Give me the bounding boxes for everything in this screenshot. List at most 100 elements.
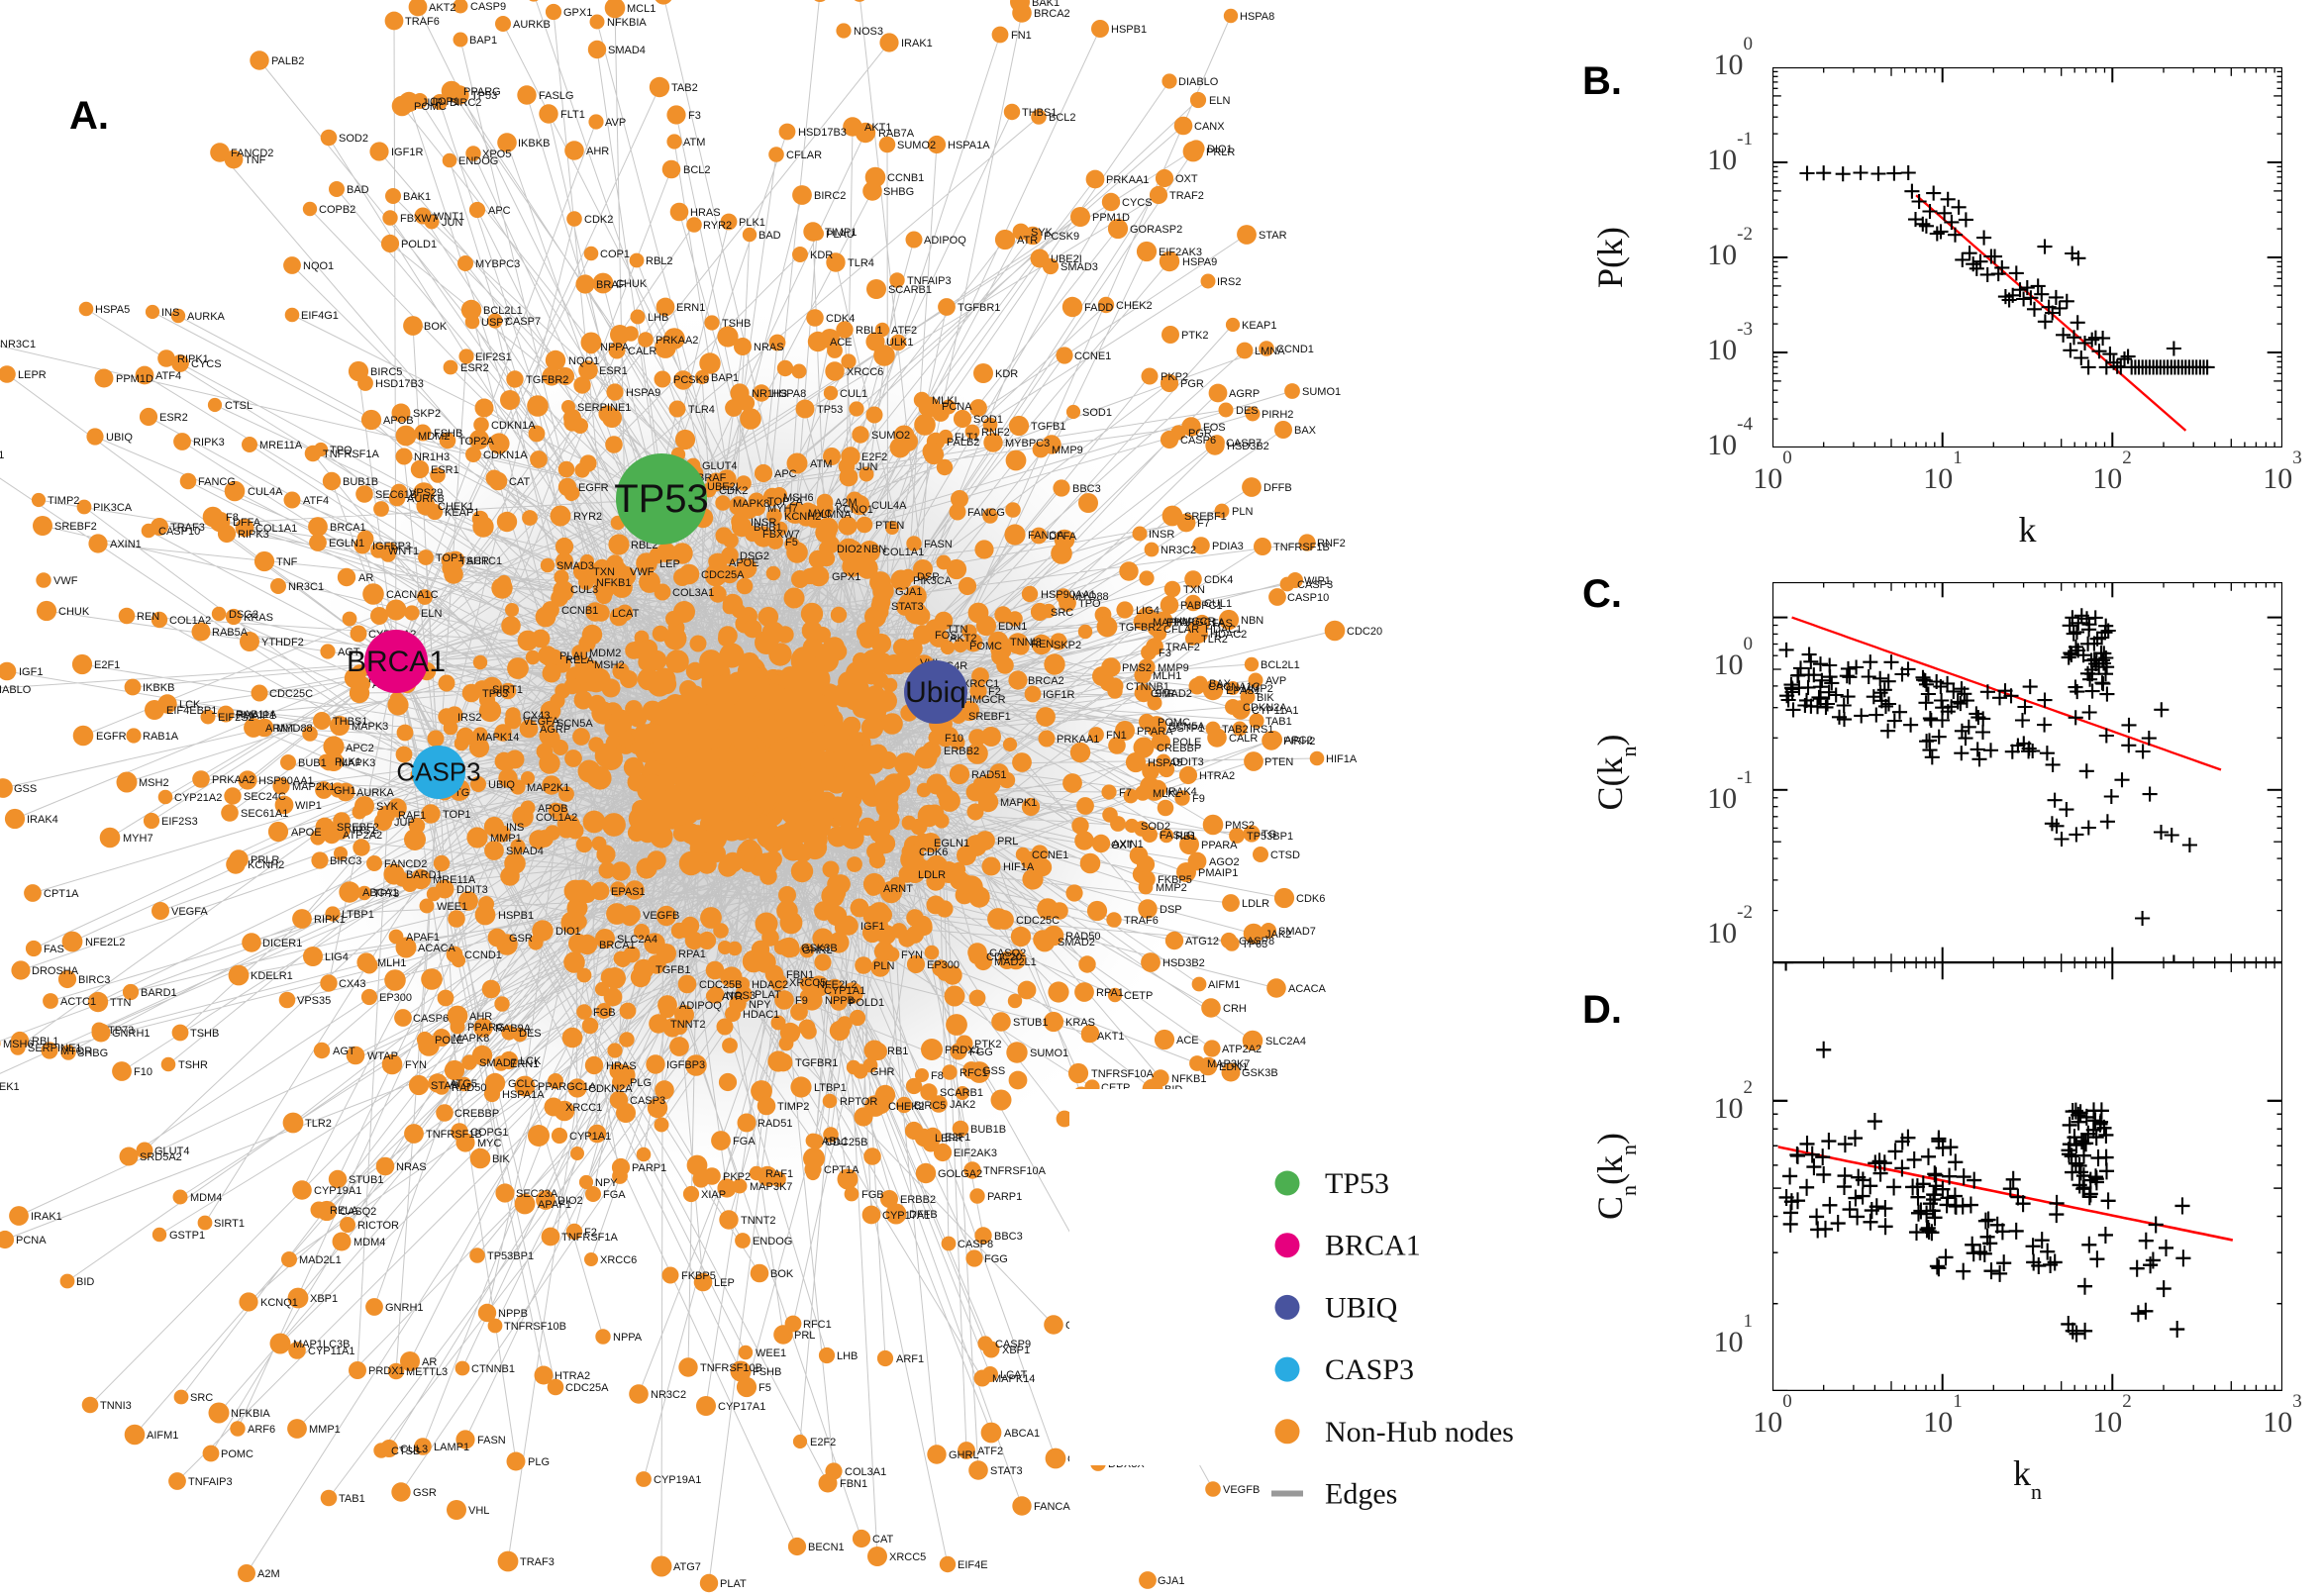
svg-text:RB1: RB1 [887, 1046, 908, 1057]
svg-text:EP300: EP300 [927, 959, 960, 971]
svg-text:HRAS: HRAS [606, 1060, 637, 1072]
svg-text:TXN: TXN [593, 566, 615, 578]
svg-text:ERBB2: ERBB2 [900, 1194, 936, 1206]
svg-text:IRAK4: IRAK4 [27, 814, 58, 826]
svg-text:BRCA1: BRCA1 [330, 522, 366, 534]
svg-text:TAB2: TAB2 [671, 82, 698, 94]
svg-text:PDIA3: PDIA3 [1212, 541, 1244, 552]
svg-text:EP300: EP300 [379, 992, 412, 1004]
svg-text:PLAU: PLAU [559, 650, 588, 662]
svg-text:BECN1: BECN1 [808, 1542, 845, 1553]
svg-text:TNF: TNF [276, 556, 298, 568]
svg-text:ESR2: ESR2 [159, 412, 188, 424]
svg-text:ATG7: ATG7 [673, 1561, 701, 1573]
svg-text:DDIT3: DDIT3 [1172, 756, 1204, 768]
svg-text:KEAP1: KEAP1 [445, 507, 479, 519]
svg-text:FANCG: FANCG [967, 507, 1005, 519]
svg-text:VEGFB: VEGFB [643, 910, 679, 922]
svg-text:RNF2: RNF2 [1317, 538, 1346, 549]
svg-text:ATF4: ATF4 [303, 495, 329, 507]
svg-text:IRAK1: IRAK1 [31, 1211, 62, 1223]
svg-text:TLR4: TLR4 [848, 257, 874, 269]
svg-text:RAD51: RAD51 [971, 769, 1006, 781]
svg-text:GSTP1: GSTP1 [169, 1230, 205, 1242]
svg-text:BBC3: BBC3 [1072, 483, 1101, 495]
svg-text:ERN1: ERN1 [676, 302, 705, 314]
svg-text:CASP10: CASP10 [1287, 592, 1329, 604]
svg-text:MAPK3: MAPK3 [352, 721, 388, 733]
svg-text:TSHR: TSHR [178, 1059, 208, 1071]
svg-text:FGG: FGG [984, 1253, 1008, 1265]
svg-text:RYR2: RYR2 [703, 220, 732, 232]
svg-text:DIABLO: DIABLO [1178, 76, 1219, 88]
svg-text:FBN1: FBN1 [786, 969, 814, 981]
svg-text:NFE2L2: NFE2L2 [85, 937, 125, 948]
svg-text:UBE2I: UBE2I [1051, 253, 1082, 265]
svg-text:TP53: TP53 [817, 404, 843, 416]
svg-text:PIK3CA: PIK3CA [93, 502, 133, 514]
svg-text:ATF2: ATF2 [977, 1446, 1003, 1457]
svg-text:BUB1B: BUB1B [970, 1124, 1006, 1136]
svg-text:CASP8: CASP8 [958, 1239, 993, 1250]
svg-text:POLE: POLE [1172, 737, 1201, 748]
svg-text:BAD: BAD [758, 230, 781, 242]
svg-text:CCNE1: CCNE1 [1074, 350, 1111, 362]
svg-text:BIRC3: BIRC3 [330, 855, 361, 867]
svg-text:POMC: POMC [1158, 717, 1190, 729]
svg-text:AURKA: AURKA [356, 787, 395, 799]
svg-text:HSPA5: HSPA5 [95, 304, 130, 316]
svg-text:DIO1: DIO1 [1207, 144, 1233, 155]
svg-text:HSPA9: HSPA9 [626, 387, 660, 399]
svg-text:MDM4: MDM4 [354, 1237, 385, 1248]
svg-text:MSH2: MSH2 [594, 659, 625, 671]
svg-text:CDK4: CDK4 [826, 313, 855, 325]
svg-text:ESR1: ESR1 [431, 464, 459, 476]
svg-text:HSPA8: HSPA8 [1240, 11, 1274, 23]
svg-text:SERPINE1: SERPINE1 [28, 1043, 81, 1054]
svg-text:BCL2: BCL2 [683, 164, 711, 176]
svg-text:JAK2: JAK2 [950, 1099, 975, 1111]
svg-text:ERN1: ERN1 [510, 1058, 539, 1070]
svg-text:YTHDF2: YTHDF2 [261, 637, 304, 648]
svg-text:MAPK1: MAPK1 [1000, 797, 1037, 809]
svg-text:TP53BP1: TP53BP1 [487, 1250, 534, 1262]
svg-text:NPPA: NPPA [613, 1332, 643, 1344]
svg-text:FAS: FAS [44, 944, 64, 955]
svg-text:VWF: VWF [53, 575, 78, 587]
svg-text:MLKL: MLKL [1153, 788, 1181, 800]
svg-text:SLC2A4: SLC2A4 [617, 934, 657, 946]
svg-text:CASP7: CASP7 [505, 316, 541, 328]
svg-text:SMAD4: SMAD4 [608, 45, 646, 56]
svg-text:RAF1: RAF1 [765, 1168, 793, 1180]
svg-text:DIO2: DIO2 [837, 544, 862, 555]
svg-text:PMAIP1: PMAIP1 [236, 710, 275, 722]
svg-text:NR3C1: NR3C1 [0, 339, 36, 350]
svg-text:TRAF2: TRAF2 [1169, 190, 1204, 202]
svg-text:CTNNB1: CTNNB1 [471, 1363, 515, 1375]
svg-text:PKP2: PKP2 [723, 1171, 751, 1183]
svg-text:BAD: BAD [347, 184, 369, 196]
svg-text:ATG12: ATG12 [1185, 936, 1219, 948]
svg-text:APOB: APOB [383, 415, 414, 427]
svg-text:PARP1: PARP1 [987, 1191, 1022, 1203]
svg-text:AR: AR [358, 572, 373, 584]
svg-text:BIRC5: BIRC5 [914, 1100, 946, 1112]
svg-text:DSG2: DSG2 [229, 609, 258, 621]
svg-text:GSR: GSR [509, 933, 533, 945]
svg-text:XBP1: XBP1 [1002, 1345, 1030, 1356]
svg-text:E2F2: E2F2 [861, 451, 887, 463]
svg-text:TP53BP1: TP53BP1 [1247, 831, 1293, 843]
svg-text:COL1A1: COL1A1 [882, 547, 924, 558]
svg-text:VEGFA: VEGFA [171, 906, 208, 918]
svg-text:BIK: BIK [492, 1153, 510, 1165]
svg-text:SUMO2: SUMO2 [897, 140, 936, 151]
svg-text:SMAD7: SMAD7 [1278, 926, 1316, 938]
svg-text:AHR: AHR [586, 146, 609, 157]
svg-text:BAX: BAX [1209, 678, 1232, 690]
svg-text:EPAS1: EPAS1 [611, 886, 646, 898]
svg-text:ATF4: ATF4 [155, 370, 181, 382]
svg-text:NPY: NPY [749, 999, 771, 1011]
svg-text:AGRP: AGRP [540, 724, 570, 736]
svg-text:BIRC3: BIRC3 [78, 974, 110, 986]
svg-text:Edges: Edges [1325, 1478, 1397, 1511]
